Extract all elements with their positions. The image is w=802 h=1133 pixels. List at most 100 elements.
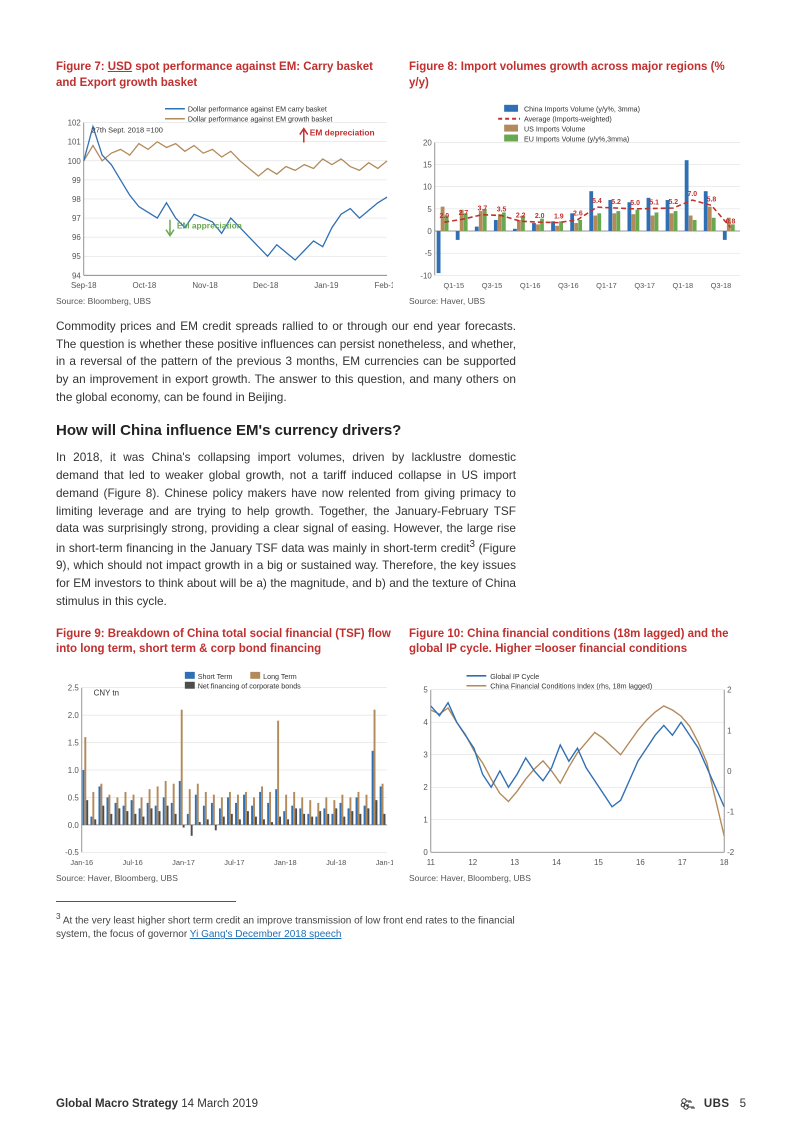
svg-text:Dec-18: Dec-18 <box>253 281 279 290</box>
svg-text:3.7: 3.7 <box>478 206 488 213</box>
footer-right: UBS 5 <box>680 1097 746 1111</box>
figures-row-7-8: Figure 7: USD spot performance against E… <box>56 60 746 306</box>
svg-text:7.0: 7.0 <box>688 191 698 198</box>
svg-text:Jan-16: Jan-16 <box>70 858 93 867</box>
footer-left: Global Macro Strategy 14 March 2019 <box>56 1098 258 1110</box>
figure-9-title: Figure 9: Breakdown of China total socia… <box>56 627 393 661</box>
svg-text:12: 12 <box>468 858 477 867</box>
paragraph-1: Commodity prices and EM credit spreads r… <box>56 318 516 406</box>
svg-text:Jan-19: Jan-19 <box>376 858 393 867</box>
svg-text:Average (Imports-weighted): Average (Imports-weighted) <box>524 116 612 124</box>
svg-text:1: 1 <box>727 726 732 735</box>
svg-text:2.7: 2.7 <box>459 210 469 217</box>
figure-9-source: Source: Haver, Bloomberg, UBS <box>56 873 393 883</box>
svg-text:2.5: 2.5 <box>68 683 80 692</box>
figure-10-chart: 012345-2-10121112131415161718Global IP C… <box>409 669 746 869</box>
figure-8-source: Source: Haver, UBS <box>409 296 746 306</box>
figure-8-title: Figure 8: Import volumes growth across m… <box>409 60 746 94</box>
paragraph-2: In 2018, it was China's collapsing impor… <box>56 449 516 610</box>
svg-text:2: 2 <box>727 685 731 694</box>
fig7-title-usd: USD <box>108 61 132 73</box>
svg-text:Jul-16: Jul-16 <box>123 858 143 867</box>
svg-text:EM appreciation: EM appreciation <box>177 221 242 231</box>
svg-text:0: 0 <box>427 227 432 236</box>
svg-text:1.0: 1.0 <box>68 766 80 775</box>
svg-text:2.0: 2.0 <box>535 213 545 220</box>
svg-text:0: 0 <box>423 848 428 857</box>
figure-8: Figure 8: Import volumes growth across m… <box>409 60 746 306</box>
figure-9: Figure 9: Breakdown of China total socia… <box>56 627 393 883</box>
svg-text:Jul-17: Jul-17 <box>224 858 244 867</box>
svg-text:16: 16 <box>636 858 645 867</box>
footer-logo: UBS <box>704 1098 730 1110</box>
footer-page-number: 5 <box>740 1098 746 1110</box>
svg-text:11: 11 <box>427 858 436 867</box>
figure-7: Figure 7: USD spot performance against E… <box>56 60 393 306</box>
svg-text:Long Term: Long Term <box>263 672 297 680</box>
svg-text:99: 99 <box>72 176 81 185</box>
svg-text:China Financial Conditions Ind: China Financial Conditions Index (rhs, 1… <box>490 682 652 690</box>
figure-7-source: Source: Bloomberg, UBS <box>56 296 393 306</box>
svg-text:95: 95 <box>72 252 81 261</box>
svg-text:Q3-16: Q3-16 <box>558 281 579 290</box>
svg-text:Dollar performance against EM: Dollar performance against EM carry bask… <box>188 106 327 114</box>
svg-text:EM depreciation: EM depreciation <box>310 128 375 138</box>
svg-text:Q3-17: Q3-17 <box>634 281 655 290</box>
svg-text:Net financing of corporate bon: Net financing of corporate bonds <box>198 682 301 690</box>
svg-text:97: 97 <box>72 214 81 223</box>
svg-text:1: 1 <box>423 815 428 824</box>
page-footer: Global Macro Strategy 14 March 2019 UBS … <box>0 1097 802 1111</box>
svg-text:13: 13 <box>510 858 519 867</box>
svg-text:Global IP Cycle: Global IP Cycle <box>490 672 539 680</box>
svg-text:Sep-18: Sep-18 <box>71 281 97 290</box>
svg-text:2.6: 2.6 <box>573 211 583 218</box>
svg-text:5.1: 5.1 <box>649 199 659 206</box>
svg-text:-5: -5 <box>425 249 433 258</box>
svg-text:5.2: 5.2 <box>611 199 621 206</box>
svg-text:Oct-18: Oct-18 <box>133 281 157 290</box>
footnote-link[interactable]: Yi Gang's December 2018 speech <box>190 929 342 940</box>
fig7-title-pre: Figure 7: <box>56 61 108 73</box>
svg-text:15: 15 <box>423 161 432 170</box>
svg-text:-0.5: -0.5 <box>65 848 79 857</box>
svg-text:-1: -1 <box>727 807 735 816</box>
svg-text:17: 17 <box>678 858 687 867</box>
figure-7-chart: 949596979899100101102Sep-18Oct-18Nov-18D… <box>56 102 393 292</box>
svg-text:Feb-19: Feb-19 <box>375 281 393 290</box>
figure-9-chart: -0.50.00.51.01.52.02.5Jan-16Jul-16Jan-17… <box>56 669 393 869</box>
figure-10: Figure 10: China financial conditions (1… <box>409 627 746 883</box>
svg-text:Q3-18: Q3-18 <box>711 281 732 290</box>
svg-text:EU Imports Volume (y/y%,3mma): EU Imports Volume (y/y%,3mma) <box>524 135 629 143</box>
svg-text:27th Sept. 2018 =100: 27th Sept. 2018 =100 <box>92 126 163 135</box>
svg-text:0.8: 0.8 <box>726 219 736 226</box>
svg-text:20: 20 <box>423 138 432 147</box>
svg-text:15: 15 <box>594 858 603 867</box>
footer-date: 14 March 2019 <box>178 1098 258 1110</box>
svg-text:2.0: 2.0 <box>439 213 449 220</box>
svg-text:98: 98 <box>72 195 81 204</box>
figure-8-chart: -10-5051015202.02.73.73.52.22.01.92.65.4… <box>409 102 746 292</box>
svg-text:US Imports Volume: US Imports Volume <box>524 126 585 134</box>
svg-text:Dollar performance against EM: Dollar performance against EM growth bas… <box>188 116 333 124</box>
svg-text:101: 101 <box>68 138 82 147</box>
svg-text:0.0: 0.0 <box>68 820 80 829</box>
svg-text:0.5: 0.5 <box>68 793 80 802</box>
svg-text:Q1-18: Q1-18 <box>672 281 693 290</box>
svg-text:Q1-16: Q1-16 <box>520 281 541 290</box>
svg-text:2: 2 <box>423 783 427 792</box>
svg-text:1.5: 1.5 <box>68 738 80 747</box>
svg-text:1.9: 1.9 <box>554 214 564 221</box>
svg-text:China Imports Volume (y/y%, 3m: China Imports Volume (y/y%, 3mma) <box>524 106 640 114</box>
figure-10-title: Figure 10: China financial conditions (1… <box>409 627 746 661</box>
figure-7-title: Figure 7: USD spot performance against E… <box>56 60 393 94</box>
figures-row-9-10: Figure 9: Breakdown of China total socia… <box>56 627 746 883</box>
svg-text:14: 14 <box>552 858 561 867</box>
svg-text:10: 10 <box>423 183 432 192</box>
svg-text:102: 102 <box>68 119 81 128</box>
svg-text:5.0: 5.0 <box>630 200 640 207</box>
svg-text:5.2: 5.2 <box>668 199 678 206</box>
footnote-3: 3 At the very least higher short term cr… <box>56 910 516 943</box>
svg-text:0: 0 <box>727 767 732 776</box>
para2-a: In 2018, it was China's collapsing impor… <box>56 450 516 554</box>
footer-title: Global Macro Strategy <box>56 1098 178 1110</box>
